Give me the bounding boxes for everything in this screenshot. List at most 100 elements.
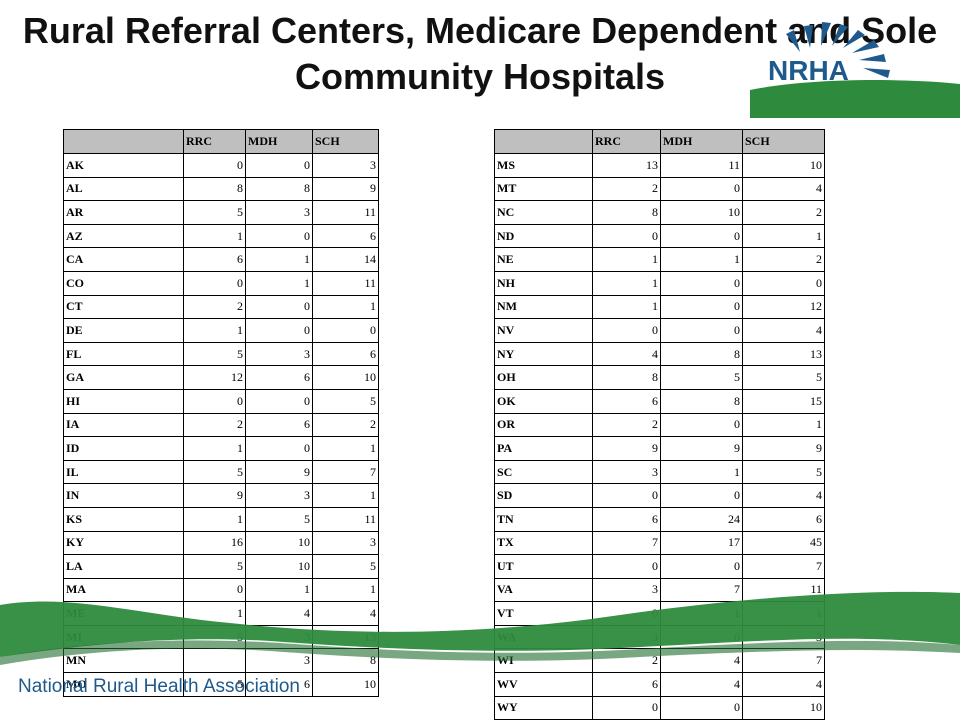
table-row: NC 8 10 2 xyxy=(494,200,825,225)
state-cell: OR xyxy=(494,412,593,438)
hospital-table-right-body: MS 13 11 10 MT 2 0 4 NC 8 10 2 ND 0 0 1 NE 1 1 2 NH 1 0 0 NM 1 0 12… xyxy=(494,153,825,720)
mdh-cell: 0 xyxy=(660,695,743,720)
state-cell: NE xyxy=(494,247,593,272)
table-row: WA 3 0 3 xyxy=(494,624,825,650)
state-cell: IN xyxy=(63,483,184,508)
mdh-cell: 5 xyxy=(660,365,743,390)
table-row: AR 5 3 11 xyxy=(63,200,379,225)
state-cell: MT xyxy=(494,176,593,202)
table-row: MO 5 6 10 xyxy=(63,672,379,697)
mdh-cell: 0 xyxy=(245,294,313,320)
mdh-cell: 0 xyxy=(660,554,743,579)
sch-cell: 3 xyxy=(312,530,379,556)
mdh-cell: 0 xyxy=(660,176,743,202)
sch-cell: 15 xyxy=(742,388,825,414)
sch-cell: 4 xyxy=(742,318,825,343)
sch-cell: 2 xyxy=(742,200,825,225)
sch-cell: 4 xyxy=(742,483,825,508)
table-row: NM 1 0 12 xyxy=(494,294,825,320)
rrc-cell: 3 xyxy=(592,624,661,650)
slide-title-line-1: Rural Referral Centers, Medicare Depende… xyxy=(22,10,938,51)
mdh-cell: 24 xyxy=(660,506,743,532)
state-cell: AL xyxy=(63,176,184,202)
rrc-cell: 6 xyxy=(183,247,246,272)
slide-title: Rural Referral Centers, Medicare Depende… xyxy=(0,8,960,100)
table-row: MN 3 8 xyxy=(63,648,379,674)
rrc-cell: 6 xyxy=(592,672,661,697)
rrc-cell: 0 xyxy=(592,601,661,626)
state-cell: SD xyxy=(494,483,593,508)
state-cell: FL xyxy=(63,341,184,367)
rrc-cell: 3 xyxy=(592,577,661,603)
rrc-cell: 0 xyxy=(183,153,246,178)
state-cell: MN xyxy=(63,648,184,674)
rrc-cell: 16 xyxy=(183,530,246,556)
table-row: OK 6 8 15 xyxy=(494,388,825,414)
state-cell: GA xyxy=(63,365,184,390)
hospital-table-left: RRC MDH SCH AK 0 0 3 AL 8 8 9 AR 5 3 11 AZ 1 0 6 CA 6 1 14 C… xyxy=(63,129,379,697)
mdh-cell: 0 xyxy=(245,153,313,178)
logo-text: NRHA xyxy=(768,55,849,86)
state-cell: KS xyxy=(63,506,184,532)
rrc-cell: 2 xyxy=(592,176,661,202)
rrc-cell: 2 xyxy=(183,412,246,438)
table-row: PA 9 9 9 xyxy=(494,436,825,461)
mdh-cell: 5 xyxy=(245,506,313,532)
column-header-rrc: RRC xyxy=(183,129,246,154)
table-row: TX 7 17 45 xyxy=(494,530,825,556)
sch-cell: 0 xyxy=(742,270,825,296)
rrc-cell: 1 xyxy=(183,436,246,461)
sch-cell: 11 xyxy=(312,506,379,532)
rrc-cell: 4 xyxy=(592,341,661,367)
state-cell: UT xyxy=(494,554,593,579)
table-row: IA 2 6 2 xyxy=(63,412,379,438)
table-row: KS 1 5 11 xyxy=(63,506,379,532)
mdh-cell: 0 xyxy=(660,270,743,296)
state-cell: CT xyxy=(63,294,184,320)
sch-cell: 10 xyxy=(312,672,379,697)
state-cell: CA xyxy=(63,247,184,272)
rrc-cell: 1 xyxy=(183,601,246,626)
state-cell: LA xyxy=(63,554,184,579)
rrc-cell: 8 xyxy=(592,200,661,225)
footer-organization-name: National Rural Health Association xyxy=(18,676,300,697)
sch-cell: 5 xyxy=(312,554,379,579)
table-row: NY 4 8 13 xyxy=(494,341,825,367)
table-row: NH 1 0 0 xyxy=(494,270,825,296)
logo-green-swoosh xyxy=(750,80,960,118)
sch-cell: 11 xyxy=(312,200,379,225)
column-header-rrc: RRC xyxy=(592,129,661,154)
rrc-cell: 7 xyxy=(592,530,661,556)
sch-cell: 5 xyxy=(312,388,379,414)
sch-cell: 1 xyxy=(312,483,379,508)
state-cell: OK xyxy=(494,388,593,414)
state-cell: SC xyxy=(494,459,593,485)
rrc-cell: 1 xyxy=(183,506,246,532)
table-row: WY 0 0 10 xyxy=(494,695,825,720)
mdh-cell: 10 xyxy=(660,200,743,225)
sch-cell: 4 xyxy=(742,176,825,202)
table-header-row: RRC MDH SCH xyxy=(63,129,379,154)
mdh-cell: 10 xyxy=(245,554,313,579)
table-row: IL 5 9 7 xyxy=(63,459,379,485)
rrc-cell: 2 xyxy=(592,648,661,674)
slide-title-line-2: Community Hospitals xyxy=(294,56,666,97)
mdh-cell: 8 xyxy=(660,341,743,367)
rrc-cell: 0 xyxy=(592,318,661,343)
rrc-cell: 0 xyxy=(592,695,661,720)
sch-cell: 10 xyxy=(742,695,825,720)
mdh-cell: 11 xyxy=(660,153,743,178)
mdh-cell: 0 xyxy=(660,294,743,320)
table-row: MT 2 0 4 xyxy=(494,176,825,202)
table-row: VT 0 1 1 xyxy=(494,601,825,626)
state-cell: OH xyxy=(494,365,593,390)
mdh-cell: 4 xyxy=(660,672,743,697)
mdh-cell: 1 xyxy=(660,459,743,485)
rrc-cell: 9 xyxy=(183,483,246,508)
sch-cell: 9 xyxy=(742,436,825,461)
rrc-cell: 0 xyxy=(183,388,246,414)
mdh-cell: 1 xyxy=(660,601,743,626)
state-cell: AK xyxy=(63,153,184,178)
mdh-cell: 9 xyxy=(245,459,313,485)
state-cell: IL xyxy=(63,459,184,485)
